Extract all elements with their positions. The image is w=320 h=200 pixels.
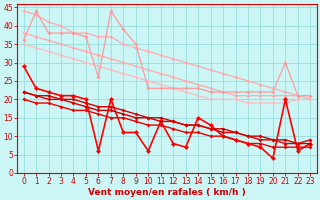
X-axis label: Vent moyen/en rafales ( km/h ): Vent moyen/en rafales ( km/h ) — [88, 188, 246, 197]
